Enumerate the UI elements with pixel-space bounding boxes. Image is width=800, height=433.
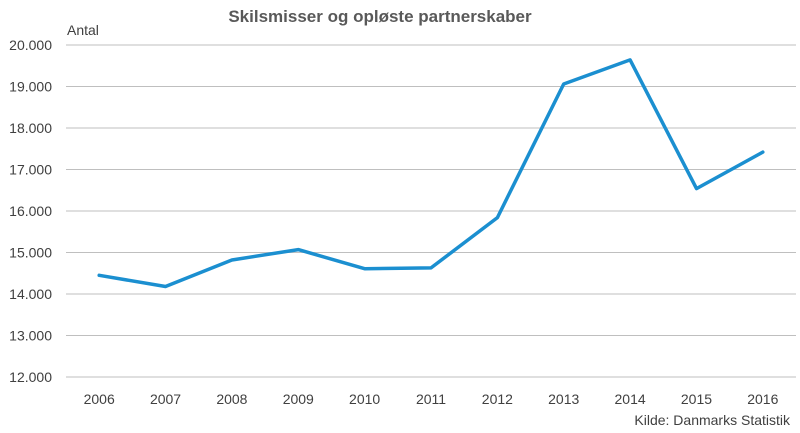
x-tick-label: 2008 xyxy=(216,391,247,407)
gridlines xyxy=(66,44,796,378)
x-tick-label: 2011 xyxy=(416,391,446,407)
source-note: Kilde: Danmarks Statistik xyxy=(634,412,791,428)
y-tick-label: 14.000 xyxy=(9,286,52,302)
y-tick-label: 13.000 xyxy=(9,328,52,344)
y-axis-tick-labels: 12.000 13.000 14.000 15.000 16.000 17.000 18.0… xyxy=(9,37,52,385)
x-tick-label: 2006 xyxy=(84,391,115,407)
series-lines xyxy=(97,58,765,289)
x-tick-label: 2015 xyxy=(681,391,712,407)
y-tick-label: 18.000 xyxy=(9,120,52,136)
x-tick-label: 2012 xyxy=(482,391,513,407)
y-tick-label: 12.000 xyxy=(9,369,52,385)
series-line xyxy=(97,58,765,289)
y-axis-label: Antal xyxy=(67,22,99,38)
chart-title: Skilsmisser og opløste partnerskaber xyxy=(228,7,532,26)
x-axis-tick-labels: 2006 2007 2008 2009 2010 2011 2012 2013 2014 2015… xyxy=(84,391,779,407)
x-tick-label: 2016 xyxy=(747,391,778,407)
y-tick-label: 17.000 xyxy=(9,162,52,178)
x-tick-label: 2007 xyxy=(150,391,181,407)
y-tick-label: 19.000 xyxy=(9,79,52,95)
y-tick-label: 20.000 xyxy=(9,37,52,53)
x-tick-label: 2013 xyxy=(548,391,579,407)
x-tick-label: 2009 xyxy=(283,391,314,407)
x-tick-label: 2014 xyxy=(615,391,646,407)
x-tick-label: 2010 xyxy=(349,391,380,407)
y-tick-label: 15.000 xyxy=(9,245,52,261)
y-tick-label: 16.000 xyxy=(9,203,52,219)
